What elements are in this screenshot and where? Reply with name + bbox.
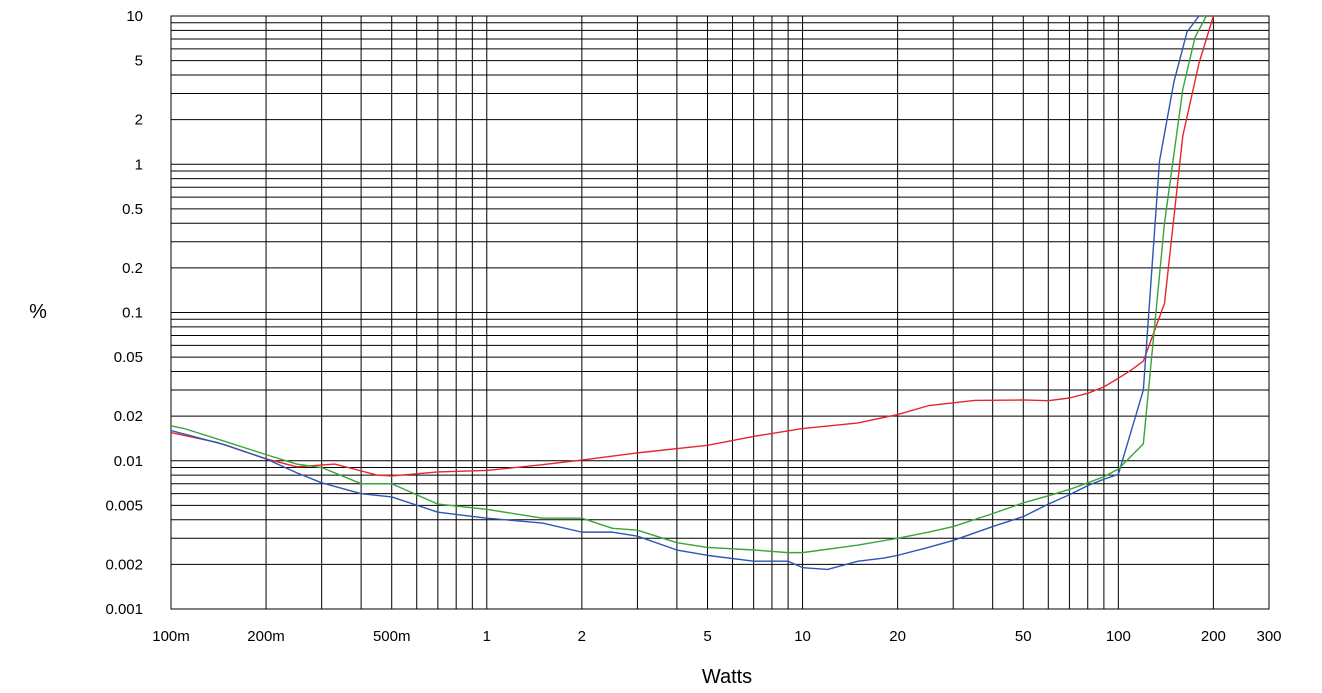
x-tick-labels: 100m 200m 500m 1 2 5 10 20 50 100 200 300 (152, 628, 1281, 645)
y-tick-label: 0.002 (105, 556, 143, 573)
y-tick-label: 2 (135, 112, 143, 129)
x-tick-label: 20 (889, 628, 906, 645)
y-tick-label: 0.01 (114, 453, 143, 470)
x-tick-label: 200 (1201, 628, 1226, 645)
x-tick-label: 100 (1106, 628, 1131, 645)
y-tick-label: 0.02 (114, 408, 143, 425)
series-line-1 (170, 15, 1215, 477)
y-tick-label: 5 (135, 53, 143, 70)
major-grid (170, 15, 1270, 610)
x-tick-label: 10 (794, 628, 811, 645)
y-tick-label: 0.005 (105, 497, 143, 514)
y-tick-label: 10 (126, 8, 143, 25)
y-tick-label: 0.001 (105, 601, 143, 618)
x-tick-label: 5 (703, 628, 711, 645)
series-line-3 (170, 15, 1207, 554)
x-tick-label: 2 (578, 628, 586, 645)
x-tick-label: 300 (1256, 628, 1281, 645)
y-tick-label: 0.2 (122, 260, 143, 277)
y-axis-title: % (29, 301, 47, 323)
y-tick-label: 1 (135, 156, 143, 173)
series-line-2 (170, 15, 1200, 571)
y-tick-label: 0.5 (122, 201, 143, 218)
x-tick-label: 50 (1015, 628, 1032, 645)
minor-grid (170, 15, 1270, 610)
x-tick-label: 500m (373, 628, 411, 645)
x-tick-label: 200m (247, 628, 285, 645)
y-tick-label: 0.1 (122, 305, 143, 322)
x-tick-label: 1 (483, 628, 491, 645)
y-tick-label: 0.05 (114, 349, 143, 366)
plot-frame (170, 15, 1270, 610)
x-tick-label: 100m (152, 628, 190, 645)
y-tick-labels: 0.001 0.002 0.005 0.01 0.02 0.05 0.1 0.2 0.5 1 2 5 1… (105, 8, 143, 618)
x-axis-title: Watts (702, 666, 752, 688)
series-layer (170, 15, 1215, 571)
